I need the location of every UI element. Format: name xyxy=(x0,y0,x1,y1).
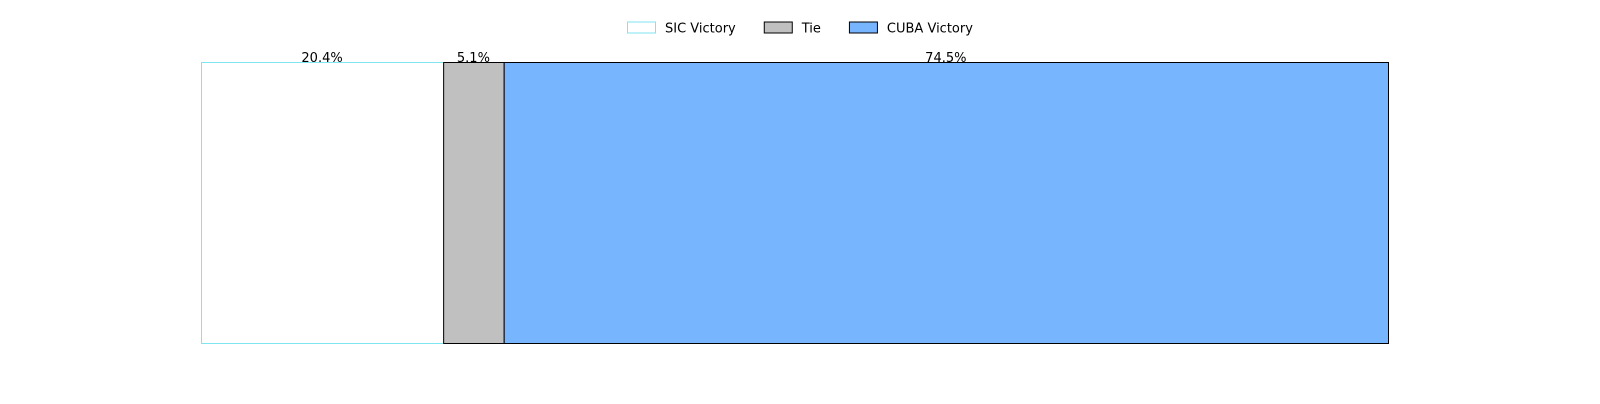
bar-group xyxy=(201,62,1389,344)
legend-entry-cuba-victory: CUBA Victory xyxy=(848,21,973,37)
legend: SIC Victory Tie CUBA Victory xyxy=(627,21,973,37)
legend-label-sic-victory: SIC Victory xyxy=(665,22,736,37)
legend-swatch-tie xyxy=(763,21,793,34)
data-label-group: 20.4% 5.1% 74.5% xyxy=(301,51,966,66)
legend-entry-tie: Tie xyxy=(763,21,821,37)
data-label-cuba-victory: 74.5% xyxy=(925,51,966,66)
bar-cuba-victory xyxy=(503,62,1389,344)
legend-entry-sic-victory: SIC Victory xyxy=(627,21,736,37)
bar-tie xyxy=(443,62,505,344)
legend-swatch-sic-victory xyxy=(627,21,656,34)
bar-sic-victory xyxy=(201,62,445,344)
legend-swatch-cuba-victory xyxy=(848,21,878,34)
legend-label-tie: Tie xyxy=(801,22,821,37)
data-label-sic-victory: 20.4% xyxy=(301,51,342,66)
data-label-tie: 5.1% xyxy=(457,51,490,66)
legend-label-cuba-victory: CUBA Victory xyxy=(887,22,973,37)
